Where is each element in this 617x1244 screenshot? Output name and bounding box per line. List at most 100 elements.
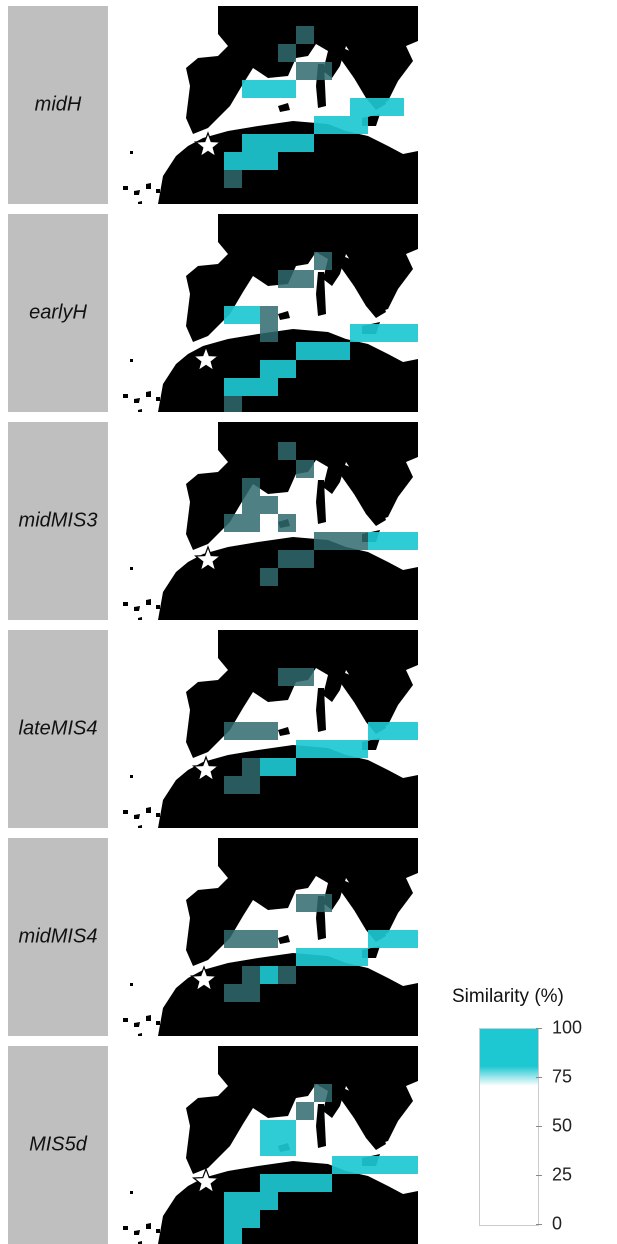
similarity-cell xyxy=(314,342,332,360)
similarity-cell xyxy=(350,532,368,550)
similarity-cell xyxy=(260,1192,278,1210)
similarity-cell xyxy=(404,532,418,550)
similarity-cell xyxy=(278,44,296,62)
similarity-cell xyxy=(260,1138,278,1156)
similarity-cell xyxy=(296,342,314,360)
similarity-cell xyxy=(332,948,350,966)
similarity-cell xyxy=(260,966,278,984)
similarity-cell xyxy=(260,496,278,514)
legend-title: Similarity (%) xyxy=(452,986,564,1007)
legend-tick xyxy=(536,1224,542,1225)
similarity-cell xyxy=(242,722,260,740)
similarity-map xyxy=(123,422,418,620)
similarity-cell xyxy=(404,930,418,948)
similarity-cell xyxy=(404,722,418,740)
star-icon xyxy=(193,131,223,158)
similarity-cell xyxy=(314,1084,332,1102)
colorbar xyxy=(479,1028,539,1226)
map-panel: midH xyxy=(0,6,420,204)
panel-label-strip: lateMIS4 xyxy=(8,630,108,828)
panel-label: midMIS4 xyxy=(18,925,98,948)
land-mass xyxy=(123,630,418,828)
star-icon xyxy=(191,345,221,372)
similarity-map xyxy=(123,630,418,828)
legend-tick xyxy=(536,1077,542,1078)
map-panel: MIS5d xyxy=(0,1046,420,1244)
similarity-cell xyxy=(278,442,296,460)
map-panel: lateMIS4 xyxy=(0,630,420,828)
similarity-cell xyxy=(260,324,278,342)
similarity-cell xyxy=(260,378,278,396)
similarity-cell xyxy=(278,966,296,984)
similarity-cell xyxy=(296,894,314,912)
similarity-cell xyxy=(260,152,278,170)
legend-tick-label: 50 xyxy=(552,1115,573,1136)
similarity-cell xyxy=(242,984,260,1002)
legend-tick xyxy=(536,1126,542,1127)
similarity-cell xyxy=(224,1228,242,1244)
similarity-cell xyxy=(242,930,260,948)
similarity-map xyxy=(123,838,418,1036)
star-icon xyxy=(193,545,223,572)
similarity-cell xyxy=(332,1156,350,1174)
similarity-cell xyxy=(332,342,350,360)
land-mass xyxy=(123,422,418,620)
similarity-cell xyxy=(296,1174,314,1192)
similarity-cell xyxy=(242,378,260,396)
similarity-cell xyxy=(278,80,296,98)
star-icon xyxy=(191,755,221,782)
panel-label: earlyH xyxy=(29,301,87,324)
similarity-cell xyxy=(242,80,260,98)
similarity-cell xyxy=(260,306,278,324)
legend-tick xyxy=(536,1028,542,1029)
similarity-cell xyxy=(242,1210,260,1228)
panel-label-strip: midH xyxy=(8,6,108,204)
similarity-cell xyxy=(224,1192,242,1210)
similarity-cell xyxy=(350,324,368,342)
panel-label-strip: MIS5d xyxy=(8,1046,108,1244)
similarity-cell xyxy=(242,152,260,170)
legend-tick-label: 100 xyxy=(552,1017,583,1038)
similarity-cell xyxy=(314,62,332,80)
similarity-cell xyxy=(260,930,278,948)
similarity-cell xyxy=(296,1102,314,1120)
similarity-cell xyxy=(386,1156,404,1174)
similarity-cell xyxy=(224,1210,242,1228)
similarity-cell xyxy=(278,514,296,532)
similarity-cell xyxy=(260,80,278,98)
similarity-cell xyxy=(368,532,386,550)
similarity-cell xyxy=(224,930,242,948)
similarity-cell xyxy=(224,378,242,396)
land-mass xyxy=(123,1046,418,1244)
similarity-cell xyxy=(332,740,350,758)
similarity-cell xyxy=(368,722,386,740)
star-icon xyxy=(191,1167,221,1194)
similarity-cell xyxy=(260,722,278,740)
similarity-cell xyxy=(224,396,242,412)
similarity-cell xyxy=(314,252,332,270)
similarity-map xyxy=(123,1046,418,1244)
similarity-cell xyxy=(278,360,296,378)
similarity-cell xyxy=(296,740,314,758)
similarity-cell xyxy=(278,1138,296,1156)
similarity-cell xyxy=(242,514,260,532)
similarity-cell xyxy=(386,532,404,550)
similarity-cell xyxy=(350,948,368,966)
similarity-cell xyxy=(314,948,332,966)
similarity-cell xyxy=(386,324,404,342)
similarity-cell xyxy=(368,98,386,116)
similarity-map xyxy=(123,6,418,204)
similarity-cell xyxy=(242,776,260,794)
similarity-cell xyxy=(296,948,314,966)
similarity-cell xyxy=(296,460,314,478)
legend: Similarity (%) 100 75 50 25 0 xyxy=(446,986,616,1236)
panel-label-strip: midMIS3 xyxy=(8,422,108,620)
similarity-cell xyxy=(242,496,260,514)
panel-label: lateMIS4 xyxy=(18,717,98,740)
land-mass xyxy=(123,6,418,204)
similarity-cell xyxy=(386,722,404,740)
similarity-cell xyxy=(278,270,296,288)
similarity-cell xyxy=(242,1192,260,1210)
similarity-cell xyxy=(314,894,332,912)
similarity-cell xyxy=(224,984,242,1002)
